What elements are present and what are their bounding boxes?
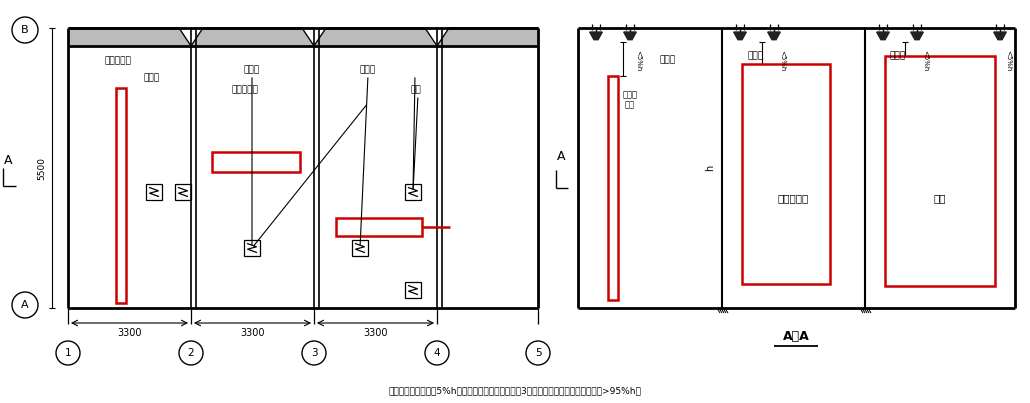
Text: 隔断: 隔断 <box>411 85 421 94</box>
Text: 办公室: 办公室 <box>747 52 763 60</box>
Bar <box>212 152 300 172</box>
Text: 隔断: 隔断 <box>934 193 947 203</box>
Circle shape <box>12 17 38 43</box>
Text: 书架或设备: 书架或设备 <box>232 85 259 94</box>
Text: A: A <box>4 154 12 166</box>
Circle shape <box>179 341 203 365</box>
Circle shape <box>425 341 449 365</box>
Bar <box>742 64 830 284</box>
Polygon shape <box>624 32 637 40</box>
Text: 1: 1 <box>65 348 71 358</box>
Text: 3300: 3300 <box>364 328 387 338</box>
Text: <5%h: <5%h <box>779 50 785 71</box>
Text: 办公室: 办公室 <box>359 66 376 75</box>
Text: 办公室: 办公室 <box>890 52 906 60</box>
Text: A: A <box>22 300 29 310</box>
Bar <box>405 184 421 200</box>
Text: 3300: 3300 <box>117 328 142 338</box>
Text: <5%h: <5%h <box>922 50 928 71</box>
Bar <box>405 282 421 298</box>
Circle shape <box>302 341 327 365</box>
Text: <5%h: <5%h <box>1005 50 1011 71</box>
Text: 5: 5 <box>535 348 542 358</box>
Text: 书架或
设备: 书架或 设备 <box>622 90 638 109</box>
Bar <box>608 76 618 300</box>
Polygon shape <box>179 28 203 46</box>
Bar <box>146 184 162 200</box>
Circle shape <box>526 341 550 365</box>
Text: 书架或设备: 书架或设备 <box>105 56 132 66</box>
Text: 办公室: 办公室 <box>144 73 160 83</box>
Circle shape <box>56 341 80 365</box>
Text: B: B <box>22 25 29 35</box>
Circle shape <box>12 292 38 318</box>
Polygon shape <box>302 28 327 46</box>
Text: A: A <box>557 150 565 162</box>
Bar <box>175 184 191 200</box>
Polygon shape <box>994 32 1006 40</box>
Bar <box>336 218 422 236</box>
Text: A－A: A－A <box>783 330 810 343</box>
Text: h: h <box>705 165 715 171</box>
Text: 注：为了图示清楚，5%h未按照实际比例绘制，图中3处分隔的高度不同，但其高度均>95%h。: 注：为了图示清楚，5%h未按照实际比例绘制，图中3处分隔的高度不同，但其高度均>… <box>388 386 642 395</box>
Polygon shape <box>425 28 449 46</box>
Text: 办公室: 办公室 <box>244 66 260 75</box>
Text: 3: 3 <box>311 348 317 358</box>
Text: <5%h: <5%h <box>636 50 641 71</box>
Text: 5500: 5500 <box>37 156 46 179</box>
Bar <box>244 240 260 256</box>
Text: 办公室: 办公室 <box>660 56 676 64</box>
Text: 3300: 3300 <box>240 328 265 338</box>
Polygon shape <box>767 32 781 40</box>
Bar <box>352 240 368 256</box>
Polygon shape <box>911 32 923 40</box>
Text: 书架或设备: 书架或设备 <box>778 193 809 203</box>
Bar <box>116 88 126 303</box>
Polygon shape <box>590 32 603 40</box>
Polygon shape <box>733 32 747 40</box>
Polygon shape <box>877 32 889 40</box>
Text: 4: 4 <box>434 348 440 358</box>
Text: 2: 2 <box>187 348 195 358</box>
Bar <box>885 56 995 286</box>
